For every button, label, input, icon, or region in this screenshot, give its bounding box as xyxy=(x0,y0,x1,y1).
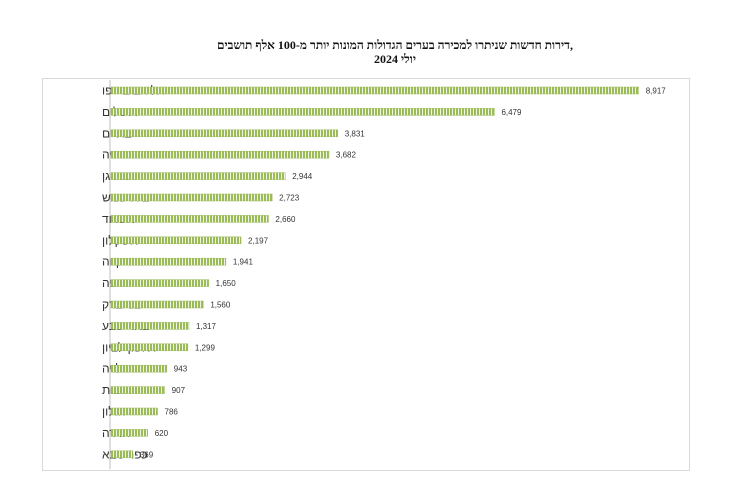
bar xyxy=(110,429,148,437)
bar xyxy=(110,386,165,394)
bar xyxy=(110,129,338,138)
bar xyxy=(110,108,495,116)
data-label: 2,197 xyxy=(248,236,269,245)
chart-title-line-2: יולי 2024 xyxy=(374,52,416,66)
bar xyxy=(110,322,190,330)
bar xyxy=(110,172,286,180)
bar xyxy=(110,257,227,266)
data-label: 1,560 xyxy=(210,301,231,310)
bar xyxy=(110,407,158,416)
plot-area-frame xyxy=(42,78,690,471)
chart-title-line-1: דירות חדשות שניתרו למכירה בערים הגדולות … xyxy=(217,38,573,52)
data-label: 1,299 xyxy=(195,343,216,352)
data-label: 6,479 xyxy=(501,108,522,117)
data-label: 1,317 xyxy=(196,322,217,331)
bar xyxy=(110,450,134,459)
data-label: 1,650 xyxy=(216,279,237,288)
bar xyxy=(110,215,269,223)
bar xyxy=(110,343,189,352)
chart-title: דירות חדשות שניתרו למכירה בערים הגדולות … xyxy=(100,38,690,66)
data-label: 369 xyxy=(140,450,154,459)
data-label: 3,682 xyxy=(336,151,357,160)
data-label: 620 xyxy=(155,429,169,438)
bar xyxy=(110,150,330,159)
data-label: 907 xyxy=(172,386,186,395)
data-label: 8,917 xyxy=(646,87,667,96)
data-label: 3,831 xyxy=(345,129,366,138)
data-label: 2,660 xyxy=(275,215,296,224)
bar xyxy=(110,279,209,287)
data-label: 1,941 xyxy=(233,258,254,267)
bar xyxy=(110,364,168,373)
data-label: 786 xyxy=(165,408,179,417)
data-label: 943 xyxy=(174,365,188,374)
bar xyxy=(110,300,204,309)
bar xyxy=(110,193,273,202)
bar xyxy=(110,236,242,245)
bar xyxy=(110,86,639,95)
data-label: 2,723 xyxy=(279,194,300,203)
data-label: 2,944 xyxy=(292,172,313,181)
